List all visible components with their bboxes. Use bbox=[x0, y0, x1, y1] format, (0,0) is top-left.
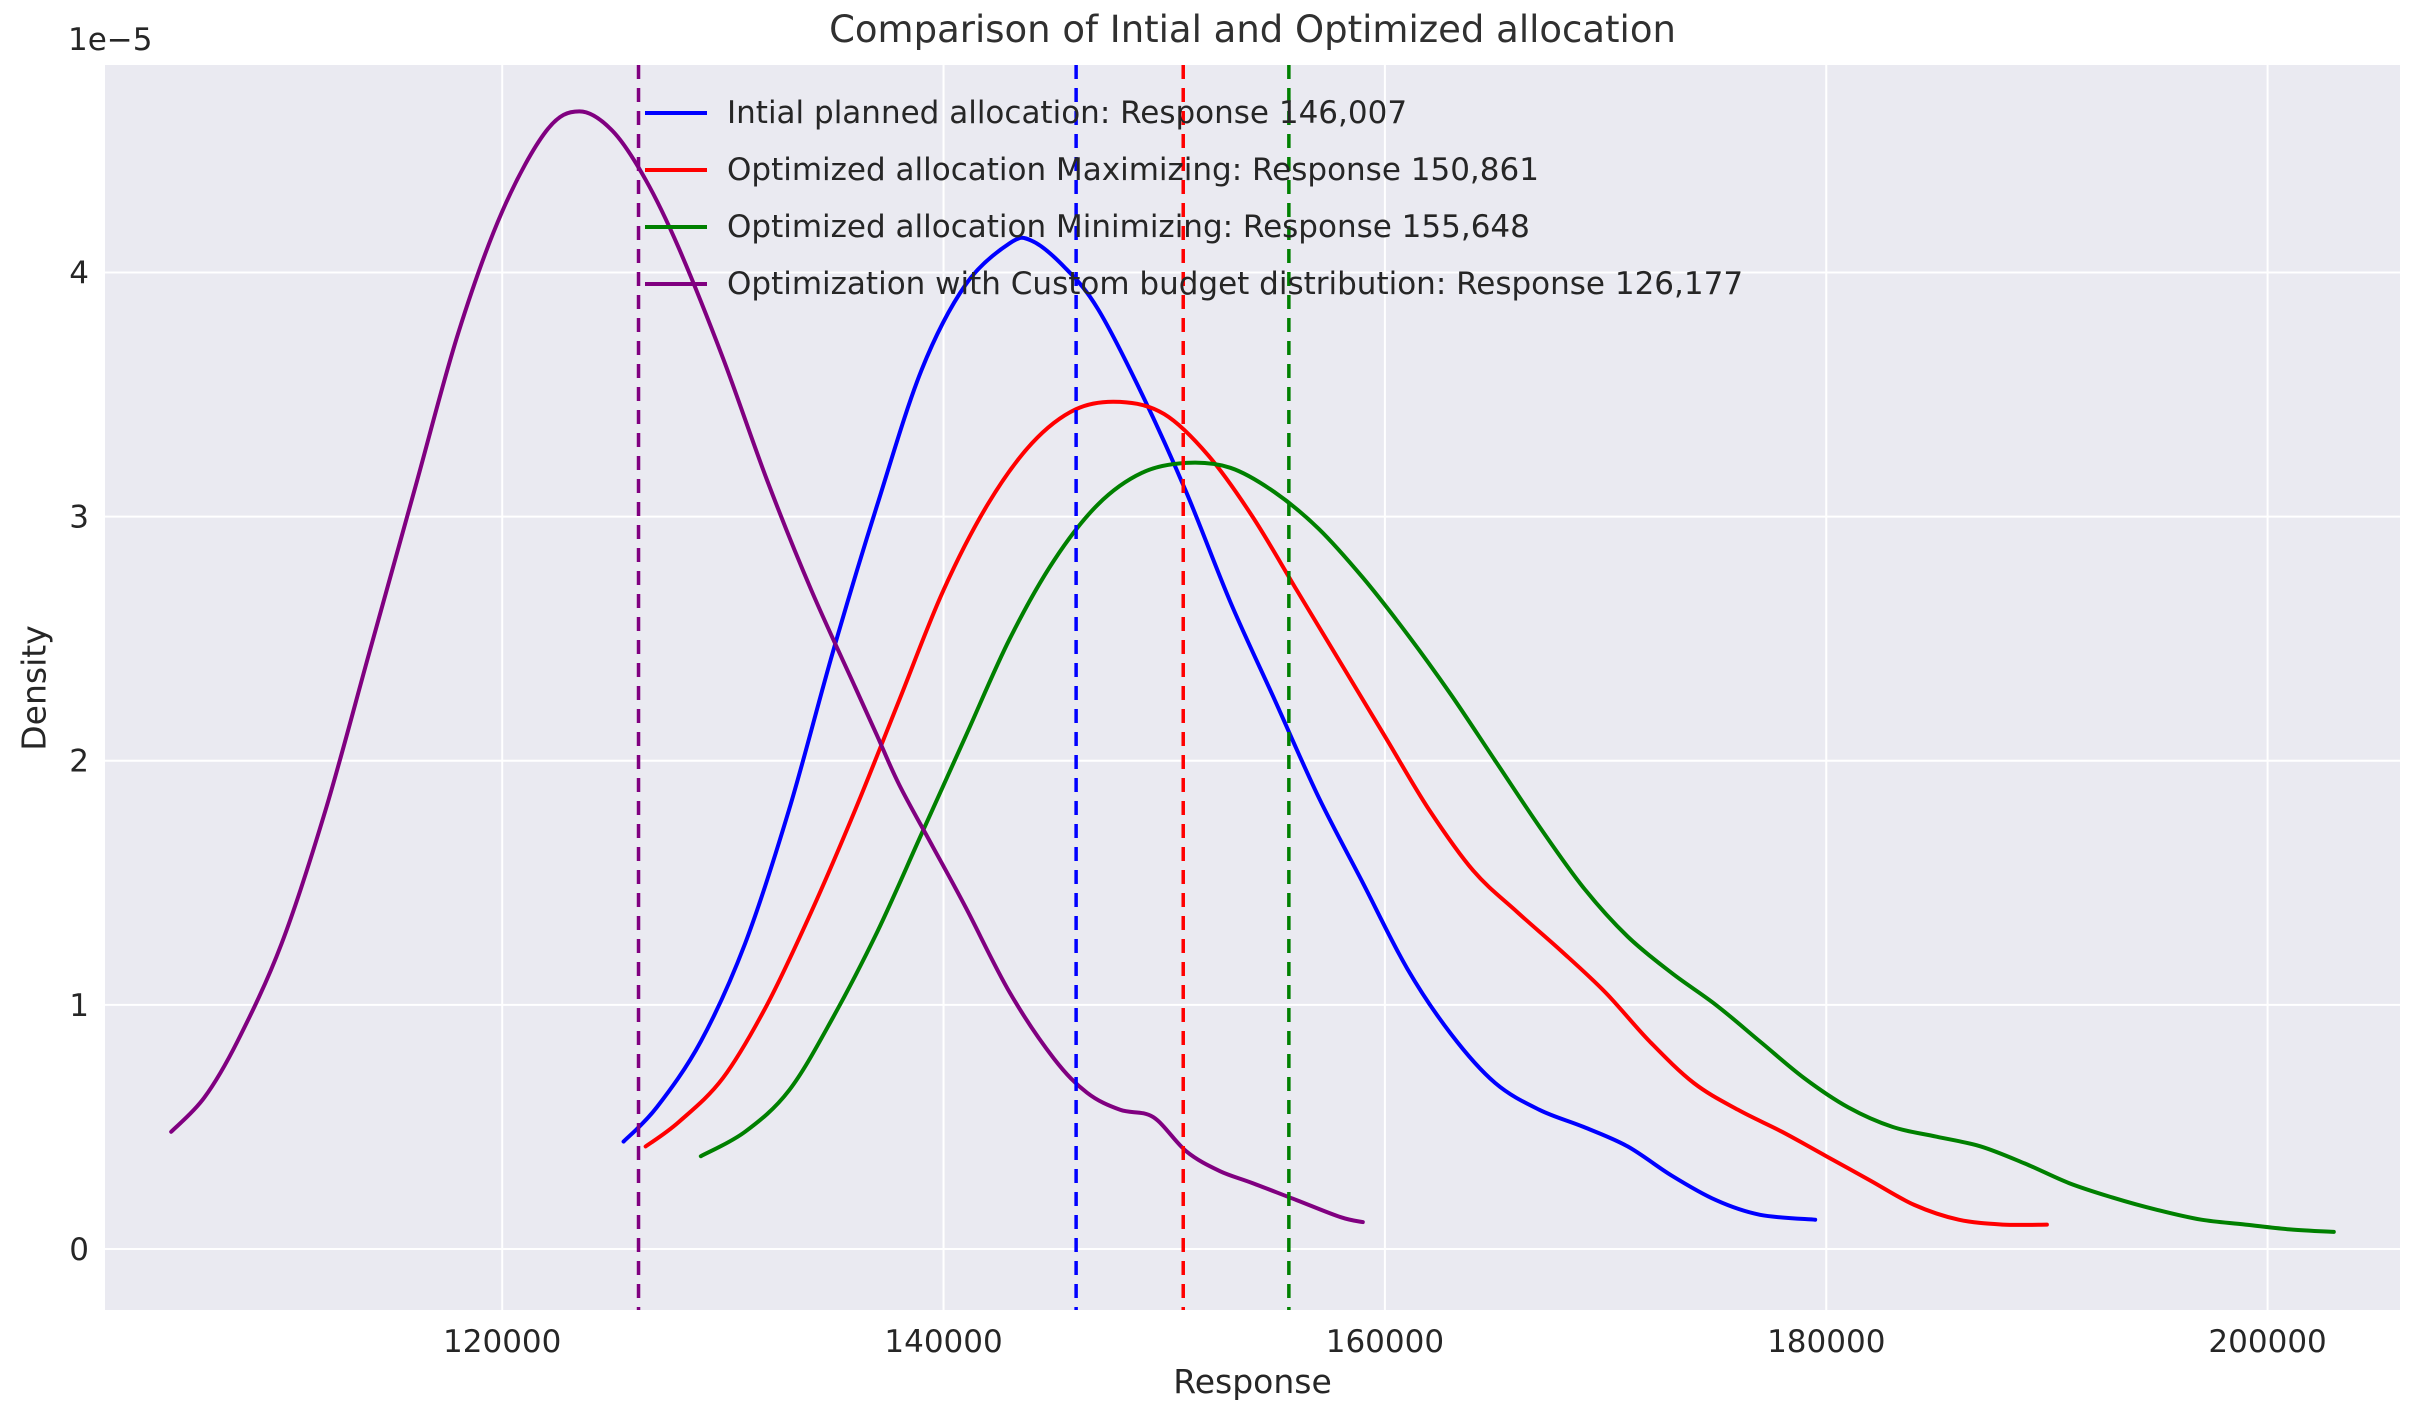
density-curve-optimized-minimizing bbox=[698, 460, 2336, 1234]
x-tick-label: 140000 bbox=[884, 1324, 1002, 1360]
chart-title: Comparison of Intial and Optimized alloc… bbox=[829, 8, 1676, 51]
legend-item: Intial planned allocation: Response 146,… bbox=[645, 84, 1743, 141]
legend-label: Optimized allocation Minimizing: Respons… bbox=[727, 208, 1530, 245]
x-axis-label: Response bbox=[1173, 1362, 1332, 1401]
y-tick-label: 1 bbox=[69, 988, 89, 1024]
y-tick-label: 3 bbox=[69, 500, 89, 536]
x-tick-label: 180000 bbox=[1767, 1324, 1885, 1360]
legend-label: Optimized allocation Maximizing: Respons… bbox=[727, 151, 1539, 188]
legend-swatch bbox=[645, 224, 707, 229]
y-tick-label: 4 bbox=[69, 256, 89, 292]
legend-swatch bbox=[645, 281, 707, 286]
legend-swatch bbox=[645, 167, 707, 172]
x-tick-label: 120000 bbox=[443, 1324, 561, 1360]
legend-swatch bbox=[645, 110, 707, 115]
density-curve-initial-planned bbox=[621, 235, 1818, 1222]
legend-label: Optimization with Custom budget distribu… bbox=[727, 265, 1744, 302]
x-tick-label: 160000 bbox=[1326, 1324, 1444, 1360]
x-tick-label: 200000 bbox=[2208, 1324, 2326, 1360]
density-curve-optimized-maximizing bbox=[643, 399, 2049, 1227]
density-curve-custom-budget bbox=[169, 109, 1365, 1225]
y-axis-label: Density bbox=[14, 625, 54, 751]
y-tick-label: 2 bbox=[69, 744, 89, 780]
legend-item: Optimized allocation Maximizing: Respons… bbox=[645, 141, 1743, 198]
legend-item: Optimized allocation Minimizing: Respons… bbox=[645, 198, 1743, 255]
legend: Intial planned allocation: Response 146,… bbox=[645, 84, 1743, 312]
y-tick-label: 0 bbox=[69, 1232, 89, 1268]
legend-label: Intial planned allocation: Response 146,… bbox=[727, 94, 1408, 131]
y-axis-offset-text: 1e−5 bbox=[68, 22, 153, 58]
legend-item: Optimization with Custom budget distribu… bbox=[645, 255, 1743, 312]
